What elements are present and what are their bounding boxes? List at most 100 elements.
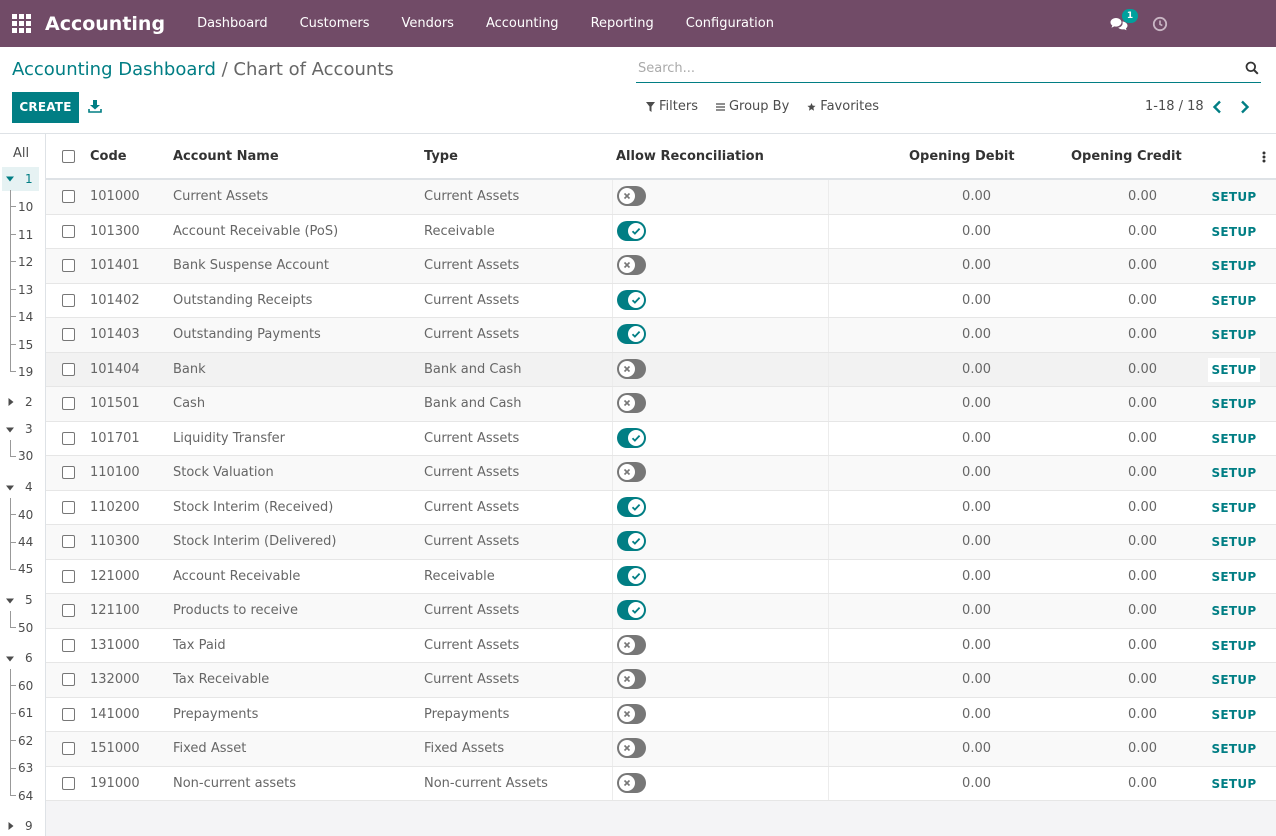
row-checkbox[interactable] <box>62 535 75 548</box>
tree-node[interactable]: 11 <box>18 228 34 242</box>
caret-down-icon[interactable] <box>6 597 14 605</box>
menu-accounting[interactable]: Accounting <box>485 16 559 31</box>
menu-dashboard[interactable]: Dashboard <box>197 16 268 31</box>
menu-customers[interactable]: Customers <box>299 16 370 31</box>
tree-node[interactable]: 12 <box>18 255 34 269</box>
table-row[interactable]: 110100 Stock Valuation Current Assets 0.00 0… <box>46 456 1276 491</box>
row-checkbox[interactable] <box>62 293 75 307</box>
setup-button[interactable]: SETUP <box>1211 500 1257 515</box>
app-title[interactable]: Accounting <box>45 12 166 35</box>
caret-down-icon[interactable] <box>6 175 14 183</box>
tree-node[interactable]: 30 <box>18 449 34 463</box>
table-row[interactable]: 101501 Cash Bank and Cash 0.00 0.00 SETUP <box>46 387 1276 422</box>
reconcile-toggle[interactable] <box>617 738 646 758</box>
reconcile-toggle[interactable] <box>617 565 646 586</box>
setup-button[interactable]: SETUP <box>1211 673 1257 687</box>
header-account-name[interactable]: Account Name <box>173 149 279 164</box>
table-row[interactable]: 101701 Liquidity Transfer Current Assets 0.… <box>46 421 1276 456</box>
menu-reporting[interactable]: Reporting <box>590 16 654 31</box>
tree-node[interactable]: 45 <box>18 562 34 576</box>
caret-down-icon[interactable] <box>6 655 14 663</box>
setup-button[interactable]: SETUP <box>1211 431 1257 446</box>
tree-node[interactable]: 40 <box>18 508 34 522</box>
pager-value[interactable]: 1-18 / 18 <box>1145 99 1204 114</box>
row-checkbox[interactable] <box>62 604 75 617</box>
reconcile-toggle[interactable] <box>617 772 646 793</box>
apps-grid-icon[interactable] <box>11 14 31 34</box>
setup-button[interactable]: SETUP <box>1211 293 1257 308</box>
setup-button[interactable]: SETUP <box>1211 638 1257 653</box>
reconcile-toggle[interactable] <box>617 289 646 310</box>
tree-node[interactable]: 1 <box>25 172 33 186</box>
reconcile-toggle[interactable] <box>617 220 646 241</box>
caret-right-icon[interactable] <box>7 398 15 406</box>
table-row[interactable]: 110200 Stock Interim (Received) Current As… <box>46 490 1276 525</box>
select-all-checkbox[interactable] <box>62 150 75 163</box>
row-checkbox[interactable] <box>62 466 75 479</box>
table-row[interactable]: 101404 Bank Bank and Cash 0.00 0.00 SETUP <box>46 352 1276 387</box>
caret-right-icon[interactable] <box>7 822 15 830</box>
setup-button[interactable]: SETUP <box>1211 742 1257 756</box>
table-row[interactable]: 131000 Tax Paid Current Assets 0.00 0.00 SETU… <box>46 628 1276 663</box>
header-opening-debit[interactable]: Opening Debit <box>909 149 1015 164</box>
header-opening-credit[interactable]: Opening Credit <box>1071 149 1182 164</box>
setup-button[interactable]: SETUP <box>1211 259 1257 273</box>
caret-down-icon[interactable] <box>6 484 14 492</box>
table-row[interactable]: 101402 Outstanding Receipts Current Assets… <box>46 283 1276 318</box>
groupby-button[interactable]: Group By <box>715 99 789 114</box>
reconcile-toggle[interactable] <box>617 393 646 413</box>
reconcile-toggle[interactable] <box>617 186 646 206</box>
table-row[interactable]: 121100 Products to receive Current Assets 0… <box>46 594 1276 629</box>
tree-node[interactable]: 62 <box>18 734 34 748</box>
row-checkbox[interactable] <box>62 707 75 721</box>
tree-node[interactable]: 13 <box>18 283 34 297</box>
reconcile-toggle[interactable] <box>617 634 646 655</box>
row-checkbox[interactable] <box>62 328 75 341</box>
row-checkbox[interactable] <box>62 500 75 514</box>
setup-button[interactable]: SETUP <box>1211 224 1257 239</box>
tree-node[interactable]: 4 <box>25 480 33 494</box>
row-checkbox[interactable] <box>62 431 75 445</box>
table-row[interactable]: 101403 Outstanding Payments Current Assets… <box>46 318 1276 353</box>
setup-button[interactable]: SETUP <box>1211 604 1257 618</box>
tree-node-all[interactable]: All <box>13 146 30 161</box>
setup-button[interactable]: SETUP <box>1211 190 1257 204</box>
tree-node[interactable]: 44 <box>18 535 34 549</box>
table-row[interactable]: 121000 Account Receivable Receivable 0.00 0.… <box>46 559 1276 594</box>
table-row[interactable]: 132000 Tax Receivable Current Assets 0.00 0.… <box>46 663 1276 698</box>
reconcile-toggle[interactable] <box>617 669 646 689</box>
tree-node[interactable]: 15 <box>18 338 34 352</box>
pager-next-icon[interactable] <box>1240 100 1250 114</box>
tree-node[interactable]: 10 <box>18 200 34 214</box>
row-checkbox[interactable] <box>62 224 75 238</box>
tree-node[interactable]: 61 <box>18 706 34 720</box>
reconcile-toggle[interactable] <box>617 324 646 344</box>
menu-vendors[interactable]: Vendors <box>401 16 454 31</box>
row-checkbox[interactable] <box>62 638 75 652</box>
tree-node[interactable]: 6 <box>25 651 33 665</box>
setup-button[interactable]: SETUP <box>1211 397 1257 411</box>
search-input[interactable] <box>636 56 1226 80</box>
chat-icon[interactable]: 1 <box>1110 8 1138 31</box>
reconcile-toggle[interactable] <box>617 427 646 448</box>
reconcile-toggle[interactable] <box>617 531 646 551</box>
header-type[interactable]: Type <box>424 149 458 164</box>
row-checkbox[interactable] <box>62 259 75 272</box>
tree-node[interactable]: 64 <box>18 789 34 803</box>
pager-previous-icon[interactable] <box>1212 100 1222 114</box>
reconcile-toggle[interactable] <box>617 358 646 379</box>
table-row[interactable]: 101300 Account Receivable (PoS) Receivable… <box>46 214 1276 249</box>
favorites-button[interactable]: Favorites <box>807 99 879 114</box>
row-checkbox[interactable] <box>62 742 75 755</box>
setup-button[interactable]: SETUP <box>1211 535 1257 549</box>
clock-icon[interactable] <box>1152 16 1168 32</box>
reconcile-toggle[interactable] <box>617 600 646 620</box>
download-icon[interactable] <box>88 99 102 113</box>
table-row[interactable]: 151000 Fixed Asset Fixed Assets 0.00 0.00 SET… <box>46 732 1276 767</box>
search-icon[interactable] <box>1245 61 1259 75</box>
table-row[interactable]: 141000 Prepayments Prepayments 0.00 0.00 SETU… <box>46 697 1276 732</box>
reconcile-toggle[interactable] <box>617 255 646 275</box>
table-row[interactable]: 101401 Bank Suspense Account Current Asset… <box>46 249 1276 284</box>
reconcile-toggle[interactable] <box>617 703 646 724</box>
tree-node[interactable]: 3 <box>25 422 33 436</box>
